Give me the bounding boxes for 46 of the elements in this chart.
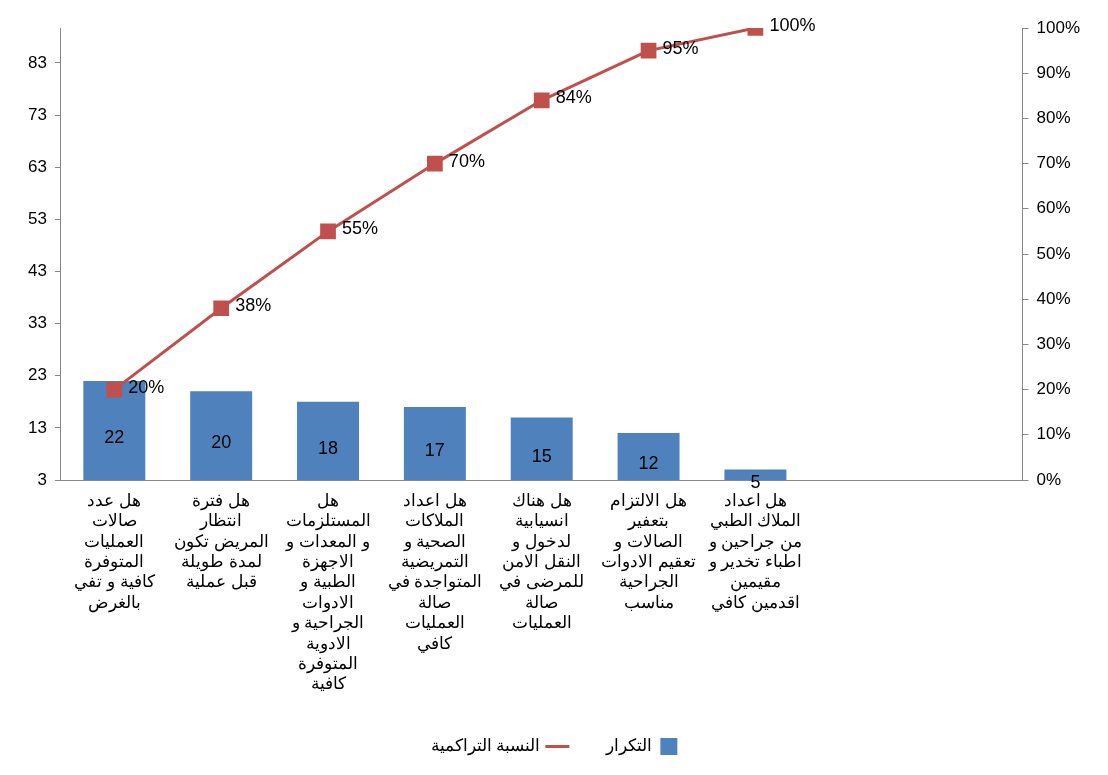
y2-tick-label: 90% <box>1036 62 1071 82</box>
y-tick-label: 73 <box>27 104 47 124</box>
point <box>320 223 336 240</box>
data-label: 22 <box>104 427 125 448</box>
data-label: 12 <box>638 453 659 474</box>
x-tick-label: هل عدد صالات العمليات المتوفرة كافية و تفي بالغرض <box>74 490 156 613</box>
y-tick-label: 53 <box>27 209 47 229</box>
data-label: 38% <box>235 295 272 316</box>
y2-tick-label: 20% <box>1036 379 1071 399</box>
x-tick-label: هل اعداد الملاك الطبي من جراحين و اطباء تخدير و مقيمين اقدمين كافي <box>707 490 803 613</box>
data-label: 15 <box>531 445 552 466</box>
point <box>427 155 443 172</box>
data-label: 70% <box>448 150 485 171</box>
y-tick-label: 13 <box>27 417 47 437</box>
data-label: 20 <box>211 432 232 453</box>
point <box>640 42 657 59</box>
point <box>533 92 550 109</box>
y2-tick-label: 40% <box>1036 288 1071 308</box>
y-tick-label: 3 <box>37 469 47 489</box>
y2-tick-label: 30% <box>1036 334 1071 354</box>
data-label: 17 <box>424 440 445 461</box>
x-tick-label: هل هناك انسيابية لدخول و النقل الامن للمرضى في صالة العمليات <box>499 490 585 633</box>
y-tick-label: 33 <box>27 313 47 333</box>
data-label: 18 <box>318 437 339 458</box>
y2-tick-label: 60% <box>1036 198 1071 218</box>
y2-tick-label: 10% <box>1036 424 1071 444</box>
point <box>213 300 230 317</box>
legend-label: النسبة التراكمية <box>430 736 541 757</box>
y2-tick-label: 70% <box>1036 153 1071 173</box>
data-label: 84% <box>555 87 592 108</box>
y2-tick-label: 100% <box>1036 17 1080 37</box>
legend-label: التكرار <box>604 736 652 757</box>
y-tick-label: 63 <box>27 156 47 176</box>
y-tick-label: 23 <box>27 365 47 385</box>
x-tick-label: هل الالتزام بتعفير الصالات و تعقيم الادوات الجراحية مناسب <box>601 490 696 612</box>
y2-tick-label: 80% <box>1036 108 1071 128</box>
y-tick-label: 43 <box>27 261 47 281</box>
y2-tick-label: 0% <box>1036 469 1062 489</box>
point <box>106 381 123 398</box>
x-tick-label: هل اعداد الملاكات الصحية و التمريضية المتواجدة في صالة العمليات كافي <box>387 490 483 653</box>
category-label: هل المستلزمات و المعدات و الاجهزة الطبية و الادوات الجراحية و الادوية المتوفرة كافية <box>285 490 371 694</box>
x-tick-label: هل فترة انتظار المريض تكون لمدة طويلة قبل عملية <box>173 490 269 592</box>
data-label: 55% <box>342 218 379 239</box>
y-tick-label: 83 <box>27 52 47 72</box>
data-label: 100% <box>769 14 816 35</box>
y2-tick-label: 50% <box>1036 243 1071 263</box>
